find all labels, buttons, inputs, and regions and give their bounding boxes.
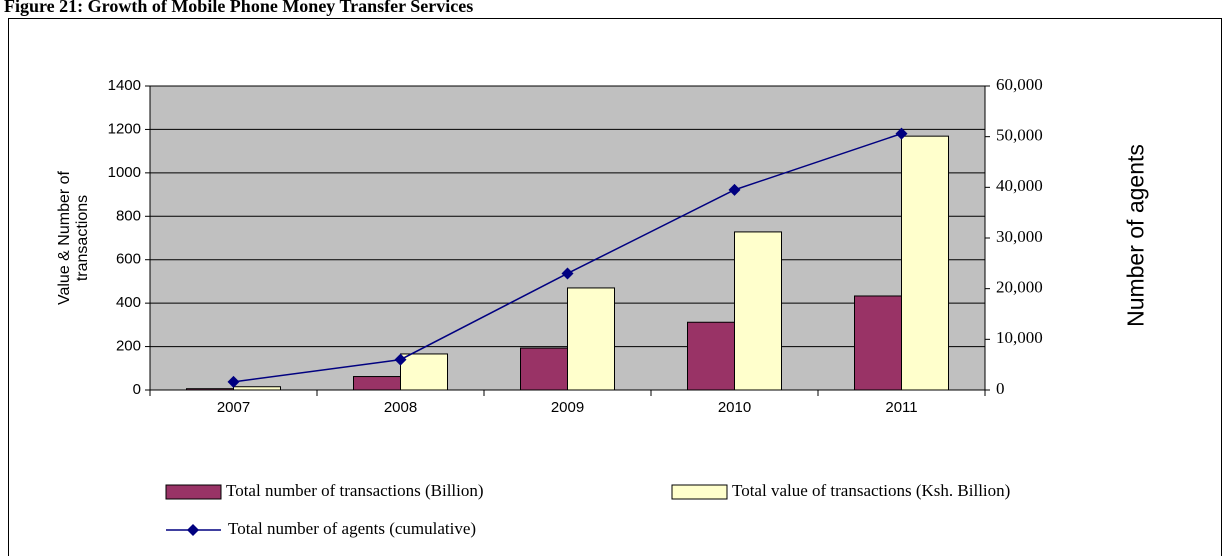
line-marker xyxy=(561,267,574,280)
y-tick-label: 0 xyxy=(133,381,141,398)
bar xyxy=(233,386,281,391)
y2-tick-label: 0 xyxy=(996,379,1005,398)
bar xyxy=(400,353,448,391)
bar xyxy=(734,231,782,391)
y-tick-label: 800 xyxy=(116,207,141,224)
y-tick-label: 600 xyxy=(116,251,141,268)
y2-axis-title: Number of agents xyxy=(1122,144,1149,327)
legend-label: Total value of transactions (Ksh. Billio… xyxy=(732,481,1010,500)
y2-tick-label: 50,000 xyxy=(996,126,1043,145)
x-tick-label: 2011 xyxy=(885,399,917,416)
bar xyxy=(854,295,902,391)
x-tick-label: 2010 xyxy=(718,399,751,416)
bar xyxy=(687,321,735,391)
bar xyxy=(520,347,568,391)
line-marker xyxy=(394,353,407,366)
bar xyxy=(353,376,401,391)
y2-tick-label: 10,000 xyxy=(996,328,1043,347)
chart-title: Figure 21: Growth of Mobile Phone Money … xyxy=(4,0,474,16)
y2-tick-label: 20,000 xyxy=(996,278,1043,297)
line-marker xyxy=(728,183,741,196)
x-tick-label: 2007 xyxy=(217,399,250,416)
legend-marker xyxy=(187,524,199,536)
y2-tick-label: 60,000 xyxy=(996,75,1043,94)
legend-label: Total number of agents (cumulative) xyxy=(228,519,476,538)
y-tick-label: 1200 xyxy=(108,120,141,137)
y2-tick-label: 30,000 xyxy=(996,227,1043,246)
bar xyxy=(901,135,949,391)
line-marker xyxy=(895,127,908,140)
legend-swatch xyxy=(165,484,222,500)
y-tick-label: 400 xyxy=(116,294,141,311)
legend-label: Total number of transactions (Billion) xyxy=(226,481,484,500)
y-tick-label: 200 xyxy=(116,338,141,355)
y2-tick-label: 40,000 xyxy=(996,176,1043,195)
y-axis-title: Value & Number of transactions xyxy=(56,171,91,305)
legend-swatch xyxy=(671,484,728,500)
bar xyxy=(186,388,234,391)
y-tick-label: 1400 xyxy=(108,77,141,94)
x-tick-label: 2008 xyxy=(384,399,417,416)
bar xyxy=(567,287,615,391)
y-tick-label: 1000 xyxy=(108,164,141,181)
x-tick-label: 2009 xyxy=(551,399,584,416)
line-marker xyxy=(227,375,240,388)
